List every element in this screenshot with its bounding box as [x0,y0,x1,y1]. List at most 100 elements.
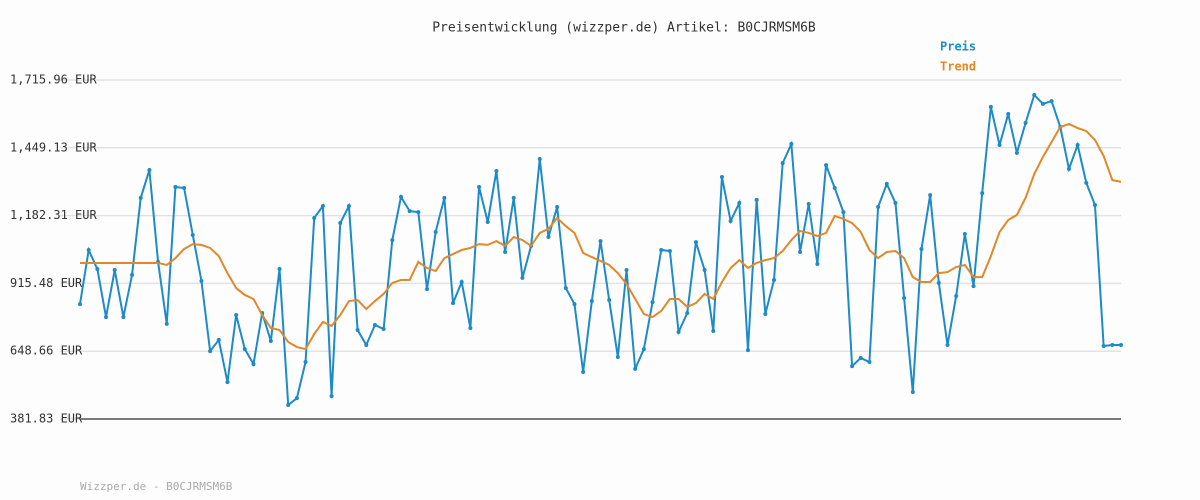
point [1032,92,1037,97]
point [485,220,490,225]
point [997,143,1002,148]
point [433,229,438,234]
point [893,200,898,205]
point [754,197,759,202]
point [173,184,178,189]
point [364,343,369,348]
point [199,278,204,283]
point [685,310,690,315]
point [789,142,794,147]
point [555,205,560,210]
point [936,281,941,286]
point [615,354,620,359]
point [425,287,429,292]
point [355,328,360,333]
point [572,302,577,307]
point [130,272,135,277]
point [589,299,594,304]
point [659,247,664,252]
point [902,296,907,301]
point [121,315,126,320]
point [581,369,586,374]
y-tick-label: 381.83 EUR [10,412,83,426]
legend-label: Trend [940,60,976,74]
point [208,349,213,354]
point [624,268,629,273]
point [147,167,152,172]
point [442,195,447,200]
point [910,390,915,395]
point [182,185,187,190]
point [78,302,82,307]
point [745,348,750,353]
point [112,268,117,273]
point [633,366,638,371]
point [815,261,820,266]
point [980,191,985,196]
point [294,396,299,401]
point [719,175,724,180]
point [312,215,317,220]
y-tick-label: 1,182.31 EUR [10,208,97,222]
point [962,231,967,236]
point [850,364,855,369]
point [702,268,707,273]
point [928,193,933,198]
point [164,321,169,326]
point [477,184,482,189]
point [303,360,308,365]
point [563,286,568,291]
point [1014,150,1019,155]
point [398,194,403,199]
point [1049,99,1054,104]
point [494,168,499,173]
point [1040,101,1045,106]
point [242,347,247,352]
point [667,248,672,253]
point [190,232,195,237]
point [641,347,646,352]
point [338,221,343,226]
point [277,267,282,272]
point [841,210,846,215]
legend-label: Preis [940,40,976,54]
series-line [80,122,1122,351]
point [1006,112,1011,117]
point [1075,143,1080,148]
point [286,402,291,407]
point [225,380,230,385]
point [104,315,109,320]
point [728,219,733,224]
point [676,330,681,335]
point [971,284,976,289]
point [1066,166,1071,171]
point [884,181,889,186]
point [372,322,377,327]
y-tick-label: 648.66 EUR [10,344,83,358]
point [320,204,325,209]
point [737,200,742,205]
point [598,239,603,244]
y-tick-label: 1,449.13 EUR [10,140,97,154]
point [390,238,395,243]
point [459,279,464,284]
point [511,195,516,200]
y-tick-label: 915.48 EUR [10,276,83,290]
point [546,235,551,240]
point [650,300,655,305]
point [95,267,100,272]
point [1092,203,1097,208]
point [772,277,776,282]
point [251,362,256,367]
point [945,343,950,348]
point [780,161,785,166]
point [919,246,924,251]
point [216,337,221,342]
point [832,185,837,190]
footer: Wizzper.de - B0CJRMSM6B [80,480,233,493]
point [407,209,412,214]
point [416,210,421,215]
point [806,201,811,206]
point [1101,344,1106,349]
